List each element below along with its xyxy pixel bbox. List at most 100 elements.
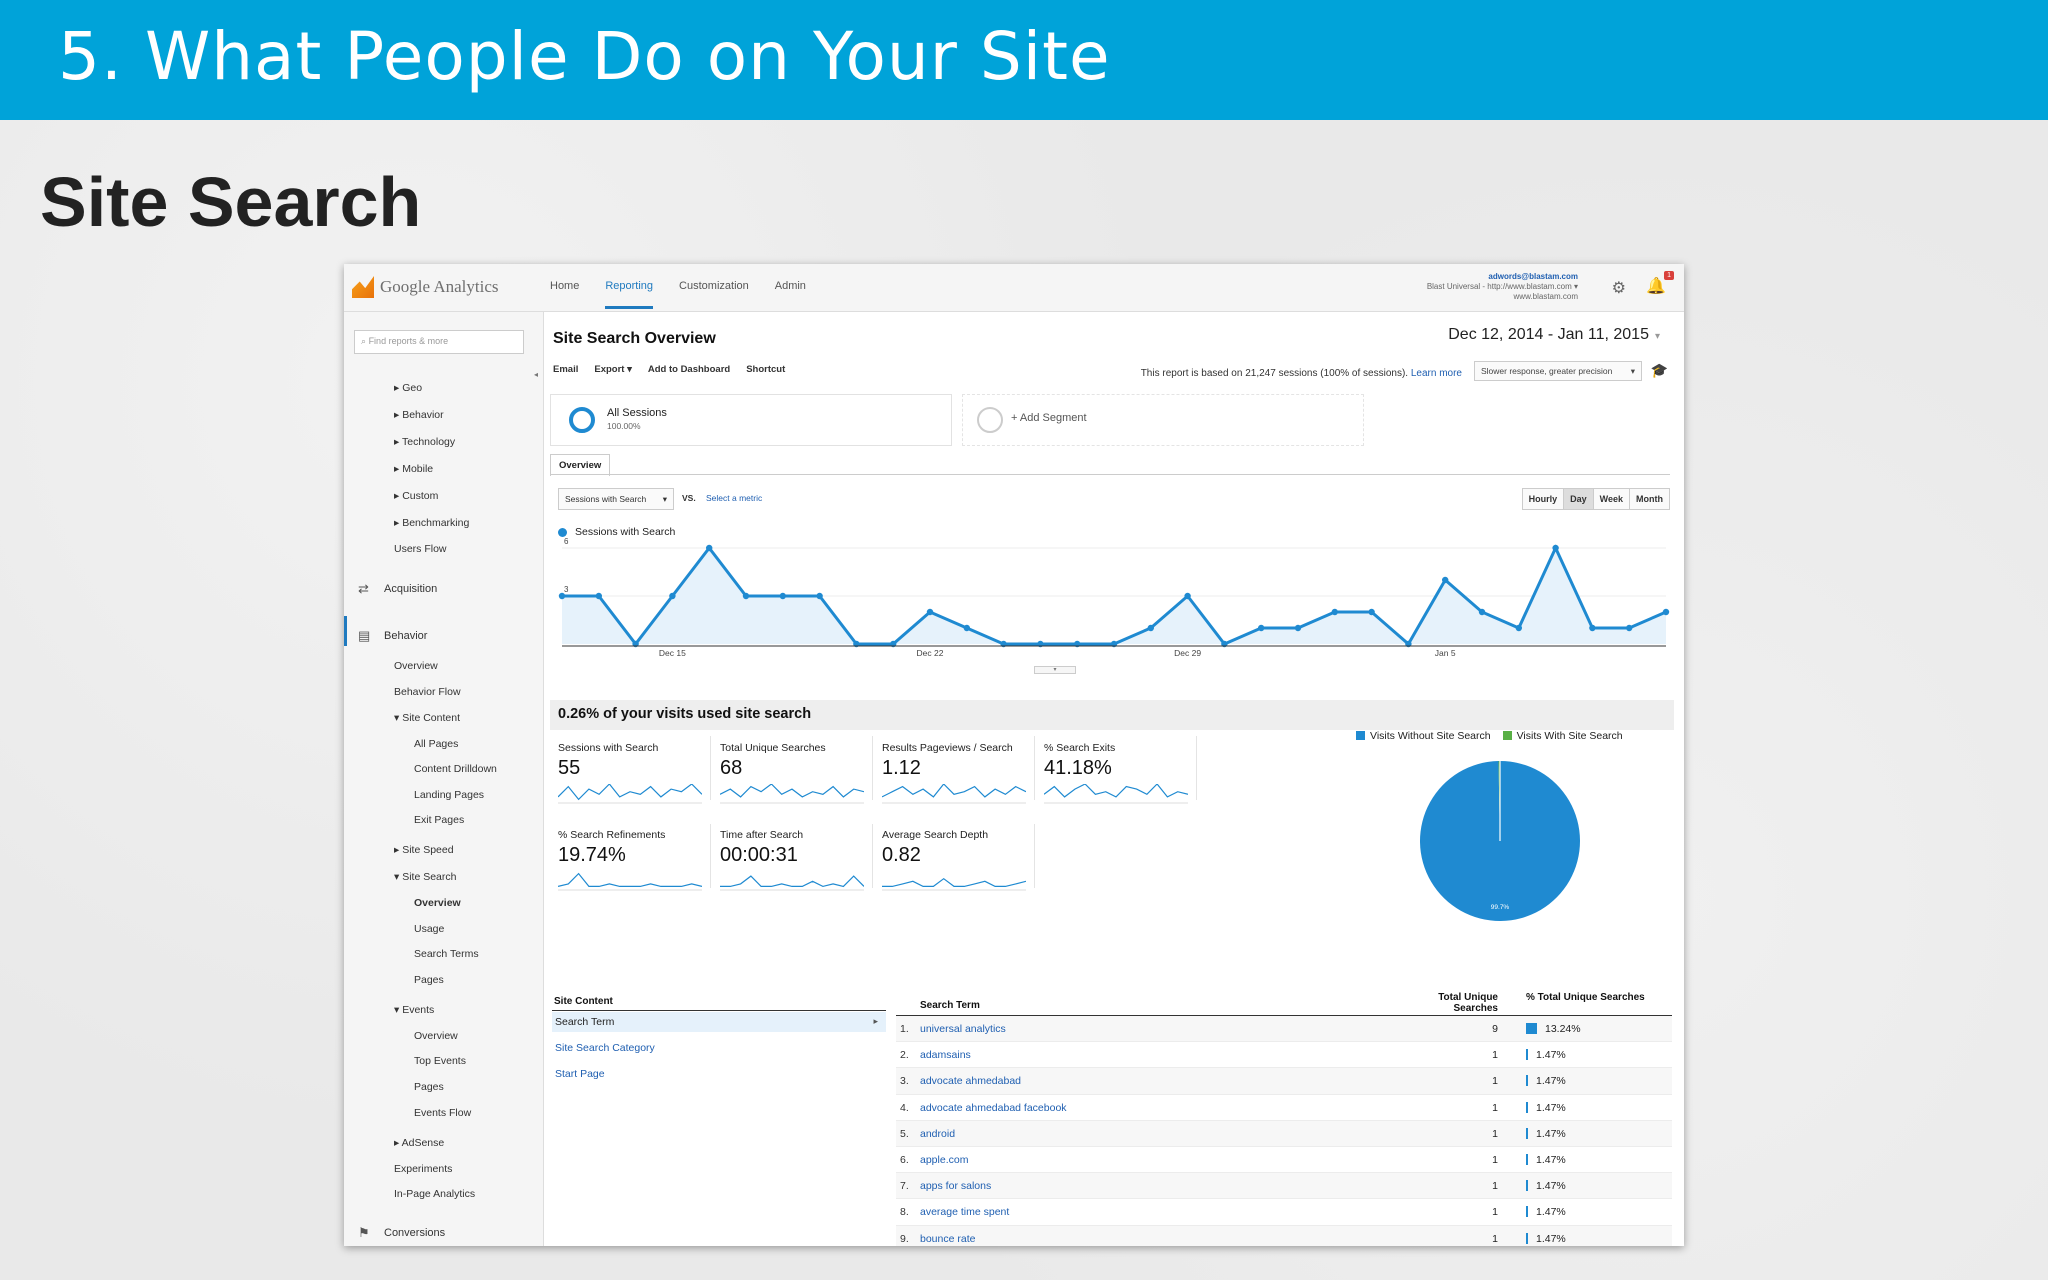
nav-home[interactable]: Home [550, 280, 580, 292]
sidebar-section-acquisition[interactable]: ⇄ Acquisition [358, 581, 438, 596]
data-point[interactable] [1331, 608, 1338, 616]
data-point[interactable] [1368, 608, 1375, 616]
granularity-week[interactable]: Week [1593, 489, 1630, 509]
search-term-link[interactable]: advocate ahmedabad facebook [920, 1101, 1067, 1114]
sidebar-item-experiments[interactable]: Experiments [394, 1163, 453, 1175]
sidebar-section-behavior[interactable]: ▤ Behavior [358, 628, 428, 643]
search-term-link[interactable]: apple.com [920, 1153, 969, 1166]
sidebar-item-events-pages[interactable]: Pages [414, 1081, 444, 1093]
granularity-day[interactable]: Day [1564, 489, 1594, 509]
tab-overview[interactable]: Overview [550, 454, 611, 476]
total-unique-value: 9 [1492, 1023, 1498, 1035]
collapse-sidebar-icon[interactable]: ◂ [534, 370, 539, 379]
data-point[interactable] [1147, 624, 1154, 632]
granularity-hourly[interactable]: Hourly [1522, 489, 1565, 509]
site-content-start-page[interactable]: Start Page [555, 1068, 605, 1080]
search-term-link[interactable]: universal analytics [920, 1023, 1006, 1035]
sidebar-item-exit-pages[interactable]: Exit Pages [414, 814, 465, 826]
sidebar-section-conversions[interactable]: ⚑ Conversions [358, 1225, 446, 1240]
segment-all-sessions[interactable]: All Sessions 100.00% [550, 394, 952, 446]
sidebar-item-events[interactable]: ▾ Events [394, 1004, 435, 1016]
sidebar-item-behavior-audience[interactable]: ▸ Behavior [394, 409, 444, 421]
shortcut-button[interactable]: Shortcut [746, 364, 786, 375]
data-point[interactable] [706, 544, 713, 552]
data-point[interactable] [1478, 608, 1486, 616]
sidebar-item-search-terms[interactable]: Search Terms [414, 948, 479, 960]
sidebar-item-behavior-flow[interactable]: Behavior Flow [394, 686, 461, 698]
export-button[interactable]: Export ▾ [594, 364, 632, 375]
sidebar-item-events-flow[interactable]: Events Flow [414, 1107, 472, 1119]
sidebar-item-site-search[interactable]: ▾ Site Search [394, 871, 457, 883]
data-point[interactable] [1258, 624, 1265, 632]
search-term-link[interactable]: average time spent [920, 1206, 1010, 1219]
data-point[interactable] [558, 592, 566, 600]
metric-select[interactable]: Sessions with Search ▾ [558, 488, 674, 510]
add-segment-box[interactable]: + Add Segment [962, 394, 1364, 446]
nav-admin[interactable]: Admin [774, 280, 806, 292]
data-point[interactable] [1515, 624, 1522, 632]
report-search-input[interactable]: ⌕ Find reports & more [354, 330, 524, 354]
sidebar-item-inpage-analytics[interactable]: In-Page Analytics [394, 1188, 476, 1200]
data-point[interactable] [1552, 544, 1559, 552]
sidebar-item-top-events[interactable]: Top Events [414, 1055, 466, 1067]
data-point[interactable] [595, 592, 602, 600]
data-point[interactable] [669, 592, 676, 600]
data-point[interactable] [1589, 624, 1596, 632]
account-selector[interactable]: adwords@blastam.com Blast Universal - ht… [1427, 272, 1578, 302]
sidebar-item-behavior-overview[interactable]: Overview [394, 660, 438, 672]
site-content-search-category[interactable]: Site Search Category [555, 1042, 655, 1054]
data-point[interactable] [1626, 624, 1633, 632]
graduation-cap-icon[interactable]: 🎓 [1650, 362, 1668, 378]
search-term-link[interactable]: android [920, 1127, 956, 1140]
select-metric-link[interactable]: Select a metric [706, 493, 763, 503]
sidebar-item-search-pages[interactable]: Pages [414, 974, 444, 986]
col-pct-total[interactable]: % Total Unique Searches [1526, 992, 1645, 1003]
sidebar-item-custom[interactable]: ▸ Custom [394, 490, 439, 502]
data-point[interactable] [1442, 576, 1449, 584]
col-total-unique[interactable]: Total Unique Searches [1438, 992, 1498, 1014]
learn-more-link[interactable]: Learn more [1410, 368, 1462, 379]
data-point[interactable] [963, 624, 970, 632]
sidebar-item-usage[interactable]: Usage [414, 923, 445, 935]
search-term-link[interactable]: apps for salons [920, 1180, 992, 1193]
data-point[interactable] [779, 592, 786, 600]
sidebar-item-site-speed[interactable]: ▸ Site Speed [394, 844, 454, 856]
sidebar-item-site-search-overview[interactable]: Overview [414, 897, 461, 909]
chart-resize-handle[interactable]: ▾ [1034, 666, 1076, 674]
granularity-month[interactable]: Month [1630, 489, 1669, 509]
sidebar-item-users-flow[interactable]: Users Flow [394, 543, 447, 555]
data-point[interactable] [1662, 608, 1670, 616]
sidebar-item-landing-pages[interactable]: Landing Pages [414, 789, 485, 801]
add-to-dashboard-button[interactable]: Add to Dashboard [647, 364, 731, 375]
data-point[interactable] [1294, 624, 1302, 632]
kpi-value: 55 [558, 757, 581, 779]
sidebar-item-technology[interactable]: ▸ Technology [394, 436, 456, 448]
col-search-term[interactable]: Search Term [920, 1000, 980, 1011]
nav-reporting[interactable]: Reporting [605, 280, 654, 309]
google-analytics-logo[interactable]: Google Analytics [352, 276, 499, 298]
sidebar-item-all-pages[interactable]: All Pages [414, 738, 459, 750]
sidebar-item-geo[interactable]: ▸ Geo [394, 382, 423, 394]
sidebar-item-mobile[interactable]: ▸ Mobile [394, 463, 434, 475]
precision-select[interactable]: Slower response, greater precision ▾ [1474, 361, 1642, 381]
gear-icon[interactable]: ⚙ [1611, 280, 1626, 297]
date-range-picker[interactable]: Dec 12, 2014 - Jan 11, 2015 ▾ [1448, 326, 1660, 343]
nav-customization[interactable]: Customization [679, 280, 749, 292]
search-term-link[interactable]: advocate ahmedabad [920, 1075, 1021, 1088]
table-header: Search Term Total Unique Searches % Tota… [896, 992, 1672, 1016]
email-button[interactable]: Email [553, 364, 579, 375]
data-point[interactable] [1184, 592, 1191, 600]
site-content-search-term[interactable]: Search Term ▸ [552, 1012, 886, 1032]
sidebar-item-benchmarking[interactable]: ▸ Benchmarking [394, 517, 470, 529]
sidebar-item-adsense[interactable]: ▸ AdSense [394, 1137, 445, 1149]
data-point[interactable] [742, 592, 750, 600]
data-point[interactable] [926, 608, 934, 616]
pie-slice-label: 99.7% [1491, 904, 1510, 911]
bell-icon[interactable]: 🔔 [1646, 278, 1666, 295]
sidebar-item-events-overview[interactable]: Overview [414, 1030, 458, 1042]
sidebar-item-site-content[interactable]: ▾ Site Content [394, 712, 460, 724]
sidebar-item-content-drilldown[interactable]: Content Drilldown [414, 763, 497, 775]
search-term-link[interactable]: bounce rate [920, 1232, 976, 1245]
search-term-link[interactable]: adamsains [920, 1049, 971, 1062]
data-point[interactable] [816, 592, 823, 600]
